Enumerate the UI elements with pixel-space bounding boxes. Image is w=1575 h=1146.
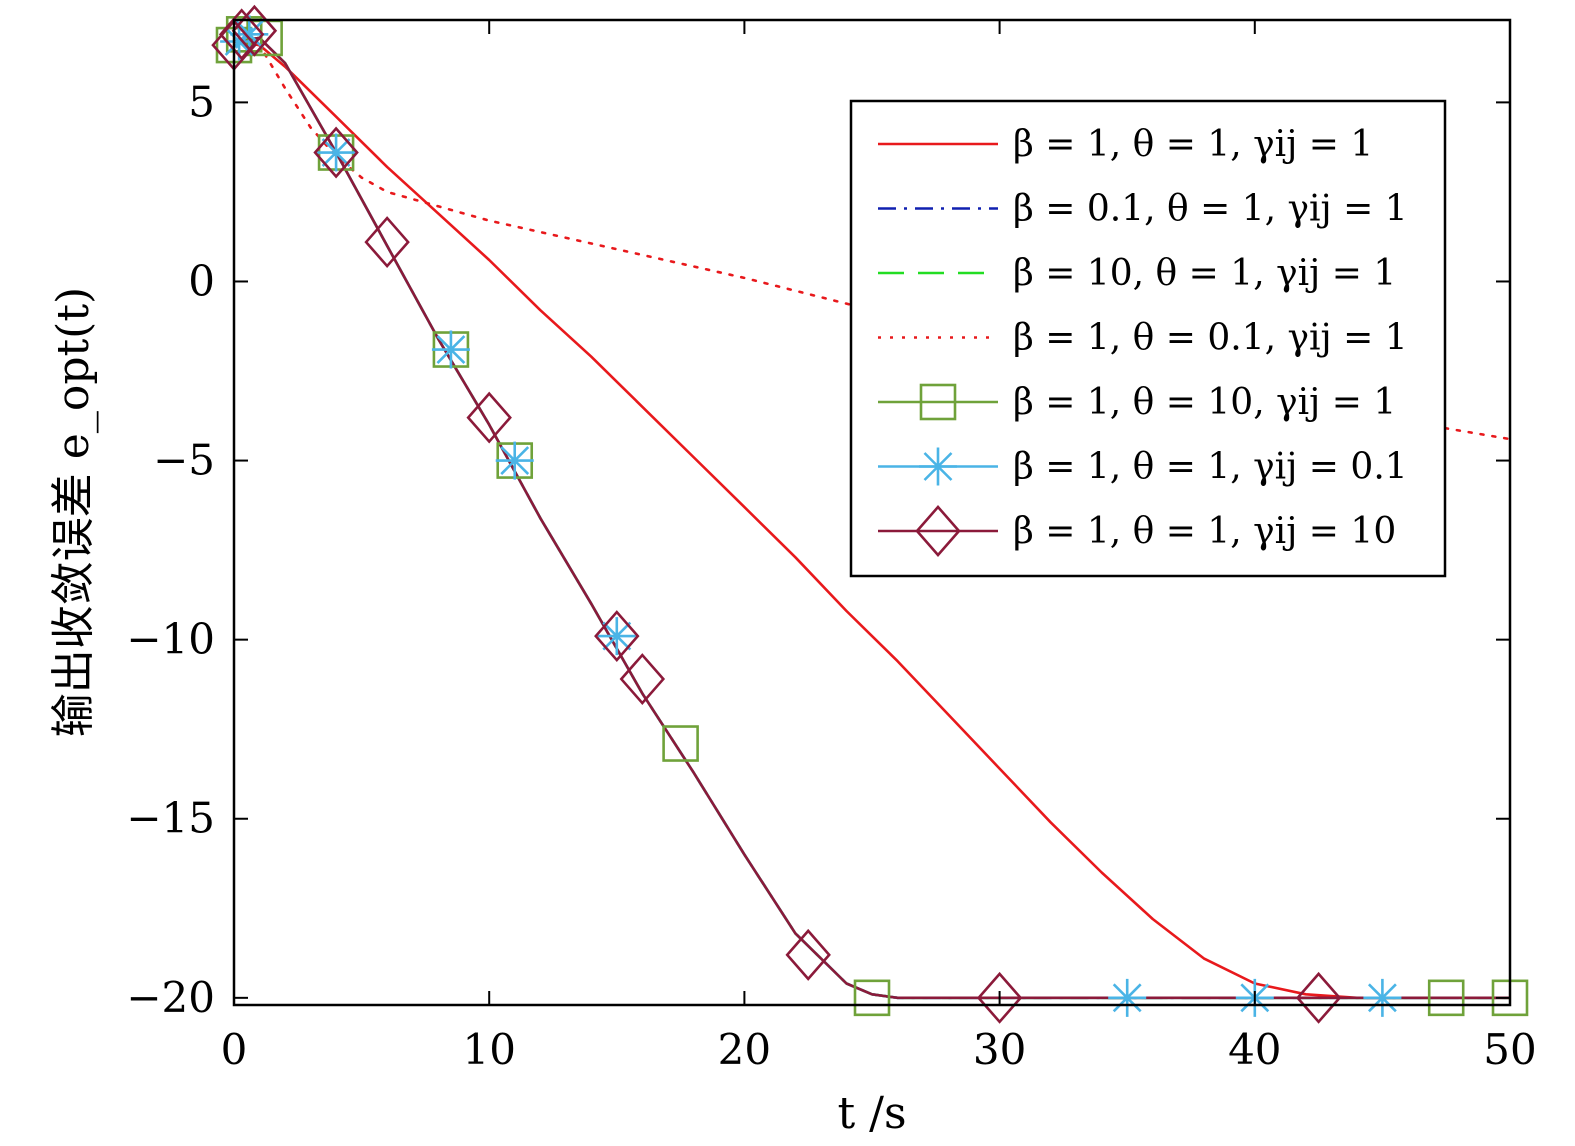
y-tick-label: 5	[188, 77, 215, 126]
marker-s7-10	[976, 971, 1023, 1024]
marker-s7-8	[619, 653, 666, 706]
marker-s7-3	[231, 4, 278, 57]
legend-label: β = 1, θ = 10, γij = 1	[1013, 382, 1396, 423]
plot-frame	[232, 18, 1512, 1007]
x-tick-label: 10	[462, 1025, 515, 1074]
marker-s6-5	[495, 441, 534, 480]
legend-label: β = 10, θ = 1, γij = 1	[1013, 253, 1396, 294]
marker-s7-11	[1295, 971, 1342, 1024]
legend-marker	[919, 383, 957, 421]
legend-entry-3: β = 10, θ = 1, γij = 1	[878, 253, 1396, 294]
marker-s7-9	[785, 928, 831, 981]
marker-s5-9	[1427, 979, 1465, 1017]
marker-s6-3	[317, 133, 356, 172]
x-tick-label: 30	[973, 1025, 1026, 1074]
legend-label: β = 1, θ = 1, γij = 1	[1013, 124, 1373, 165]
legend-entry-1: β = 1, θ = 1, γij = 1	[878, 124, 1373, 165]
series-layer	[234, 36, 1510, 1000]
legend-entries: β = 1, θ = 1, γij = 1 β = 0.1, θ = 1, γij…	[878, 124, 1408, 557]
legend-label: β = 1, θ = 0.1, γij = 1	[1013, 318, 1408, 359]
legend-entry-7: β = 1, θ = 1, γij = 10	[878, 505, 1396, 557]
y-tick-label: −5	[153, 436, 215, 485]
legend-label: β = 0.1, θ = 1, γij = 1	[1013, 189, 1408, 230]
marker-s7-4	[313, 126, 359, 179]
legend-entry-2: β = 0.1, θ = 1, γij = 1	[878, 189, 1408, 230]
y-tick-label: −15	[126, 794, 215, 843]
x-tick-label: 0	[221, 1025, 248, 1074]
x-axis-title: t /s	[837, 1088, 906, 1139]
marker-s7-6	[466, 391, 512, 444]
x-tick-label: 40	[1228, 1025, 1281, 1074]
y-tick-label: −10	[126, 615, 215, 664]
marker-layer	[211, 4, 1529, 1024]
marker-s6-1	[220, 22, 259, 61]
series-line-1	[234, 40, 1510, 1000]
legend: β = 1, θ = 1, γij = 1 β = 0.1, θ = 1, γij…	[849, 99, 1447, 578]
marker-s6-4	[431, 330, 470, 369]
y-tick-label: −20	[126, 973, 215, 1022]
legend-marker	[919, 447, 957, 486]
y-axis-title: 输出收敛误差 e_opt(t)	[48, 287, 99, 737]
marker-s7-7	[594, 610, 640, 663]
marker-s7-5	[364, 216, 410, 269]
legend-label: β = 1, θ = 1, γij = 10	[1013, 511, 1396, 552]
legend-entry-6: β = 1, θ = 1, γij = 0.1	[878, 447, 1408, 488]
marker-s6-9	[1363, 978, 1402, 1017]
marker-s5-8	[853, 979, 891, 1017]
marker-s7-2	[218, 8, 265, 61]
x-tick-label: 20	[718, 1025, 771, 1074]
y-tick-label: 0	[188, 256, 215, 305]
marker-s6-7	[1108, 978, 1147, 1017]
x-tick-label: 50	[1483, 1025, 1536, 1074]
legend-marker	[915, 505, 961, 557]
legend-entry-4: β = 1, θ = 0.1, γij = 1	[878, 318, 1408, 359]
tick-layer	[233, 20, 1511, 1005]
legend-entry-5: β = 1, θ = 10, γij = 1	[878, 382, 1396, 423]
marker-s5-7	[662, 725, 699, 762]
series-line-4	[234, 40, 1510, 441]
marker-s6-6	[597, 617, 636, 656]
series-line-7	[234, 36, 1510, 1000]
marker-s6-2	[230, 15, 269, 54]
legend-label: β = 1, θ = 1, γij = 0.1	[1013, 447, 1408, 488]
